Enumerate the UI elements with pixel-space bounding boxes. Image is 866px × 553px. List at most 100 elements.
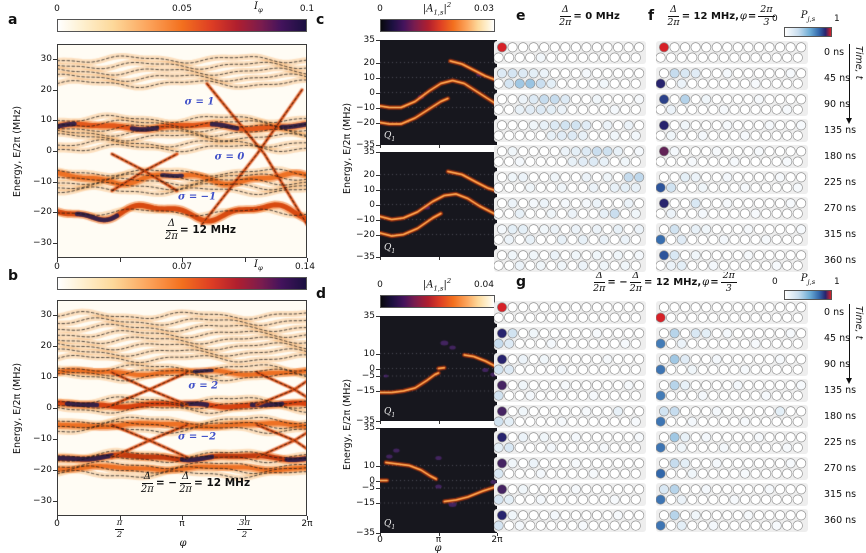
site-circle [588, 234, 599, 245]
site-circle [556, 182, 567, 193]
site-circle [577, 416, 589, 427]
site-circle [493, 468, 504, 479]
site-circle [591, 42, 602, 53]
site-circle [729, 234, 740, 245]
time-label: 360 ns [824, 255, 857, 266]
site-circle [792, 442, 803, 453]
site-circle [602, 224, 613, 235]
site-circle [507, 302, 518, 313]
site-circle [602, 302, 613, 313]
site-circle [658, 510, 670, 521]
time-arrow-ef [849, 44, 851, 118]
site-circle [560, 484, 571, 495]
site-circle [743, 250, 754, 261]
site-circle [591, 432, 602, 443]
site-circle [785, 172, 796, 183]
site-circle [732, 224, 743, 235]
y-tick-mark [376, 189, 380, 191]
site-circle [539, 302, 550, 313]
site-circle [599, 416, 610, 427]
site-circle [718, 468, 729, 479]
site-circle [570, 42, 581, 53]
site-circle [743, 458, 754, 469]
site-circle [775, 432, 786, 443]
site-circle [771, 130, 782, 141]
qubit-label-d-bottom: Q1 [384, 519, 396, 531]
site-circle [796, 484, 807, 495]
site-circle [722, 484, 733, 495]
site-circle [613, 94, 624, 105]
site-circle [567, 208, 578, 219]
spectroscopy-heatmap-b [57, 300, 307, 516]
site-circle [535, 390, 546, 401]
site-circle [676, 520, 687, 531]
site-circle [697, 390, 708, 401]
site-circle [739, 390, 751, 401]
site-circle [796, 354, 807, 365]
site-circle [609, 312, 620, 323]
probability-circles [493, 406, 645, 427]
site-circle [581, 432, 592, 443]
y-tick-label: −15 [356, 498, 375, 508]
site-circle [676, 442, 687, 453]
condition-a: Δ 2π = 12 MHz [165, 218, 236, 242]
site-circle [518, 432, 529, 443]
site-circle [771, 416, 782, 427]
site-circle [708, 520, 719, 531]
site-circle [796, 198, 807, 209]
site-circle [743, 146, 754, 157]
y-tick-label: 20 [40, 84, 52, 95]
site-circle [761, 156, 772, 167]
site-circle [782, 260, 793, 271]
site-circle [732, 458, 743, 469]
site-circle [634, 42, 645, 53]
site-circle [567, 520, 578, 531]
site-circle [535, 364, 546, 375]
site-circle [655, 442, 666, 453]
site-circle [549, 302, 560, 313]
time-label: 180 ns [824, 151, 857, 162]
site-circle [680, 146, 691, 157]
site-circle [567, 260, 578, 271]
probability-block [655, 483, 808, 506]
site-circle [775, 458, 786, 469]
pbar-g-max: 1 [834, 277, 840, 287]
site-circle [599, 156, 610, 167]
site-circle [775, 198, 786, 209]
y-tick-label: 20 [363, 57, 375, 68]
site-circle [588, 52, 599, 63]
site-circle [620, 312, 631, 323]
site-circle [750, 234, 761, 245]
site-circle [546, 156, 557, 167]
site-circle [567, 182, 578, 193]
site-circle [701, 432, 712, 443]
site-circle [782, 416, 793, 427]
site-circle [539, 406, 550, 417]
site-circle [753, 432, 764, 443]
site-circle [701, 146, 712, 157]
site-circle [493, 338, 504, 349]
x-tick-label: 0 [54, 519, 60, 529]
site-circle [676, 156, 687, 167]
site-circle [687, 208, 698, 219]
site-circle [504, 182, 515, 193]
x-tick-mark [497, 533, 498, 536]
site-circle [518, 380, 529, 391]
site-circle [655, 130, 666, 141]
site-circle [577, 390, 589, 401]
y-tick-mark [376, 204, 380, 206]
site-circle [620, 260, 631, 271]
site-circle [718, 52, 729, 63]
site-circle [743, 484, 754, 495]
site-circle [676, 338, 687, 349]
site-circle [609, 260, 620, 271]
site-circle [556, 338, 567, 349]
site-circle [591, 510, 602, 521]
site-circle [546, 130, 557, 141]
pbar-g [784, 290, 832, 300]
site-circle [687, 78, 698, 89]
colorbar-d-tick-max: 0.04 [473, 280, 495, 290]
site-circle [539, 484, 550, 495]
site-circle [493, 390, 504, 401]
site-circle [782, 520, 793, 531]
